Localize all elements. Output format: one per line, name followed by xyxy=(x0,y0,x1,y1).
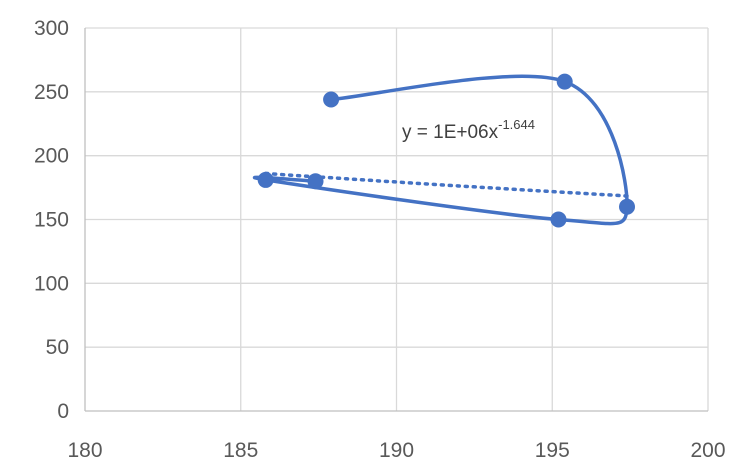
data-point xyxy=(323,91,340,108)
y-tick-label: 250 xyxy=(34,81,69,104)
data-point xyxy=(556,73,573,90)
x-tick-labels: 180 185 190 195 200 xyxy=(67,439,725,462)
gridlines xyxy=(85,27,709,411)
data-point xyxy=(619,198,636,215)
trendline-equation: y = 1E+06x-1.644 xyxy=(402,117,535,143)
axes xyxy=(84,28,708,412)
data-point xyxy=(307,173,324,190)
trendline-equation-main: y = 1E+06x xyxy=(402,122,499,143)
data-point xyxy=(257,171,274,188)
y-tick-label: 0 xyxy=(57,400,69,423)
series-group xyxy=(253,73,636,228)
y-tick-labels: 0 50 100 150 200 250 300 xyxy=(34,17,69,423)
y-tick-label: 150 xyxy=(34,209,69,232)
y-tick-label: 100 xyxy=(34,272,69,295)
x-tick-label: 200 xyxy=(690,439,725,462)
y-tick-label: 300 xyxy=(34,17,69,40)
x-tick-label: 195 xyxy=(535,439,570,462)
series-line xyxy=(253,74,629,226)
data-point xyxy=(550,211,567,228)
y-tick-label: 200 xyxy=(34,145,69,168)
x-tick-label: 180 xyxy=(67,439,102,462)
x-tick-label: 185 xyxy=(223,439,258,462)
trendline-equation-exponent: -1.644 xyxy=(498,117,535,132)
y-tick-label: 50 xyxy=(46,336,69,359)
x-tick-label: 190 xyxy=(379,439,414,462)
